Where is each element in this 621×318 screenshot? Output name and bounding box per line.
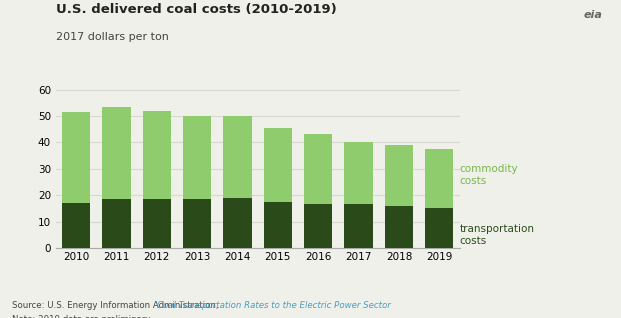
Text: Coal Transportation Rates to the Electric Power Sector: Coal Transportation Rates to the Electri…: [157, 301, 391, 309]
Bar: [102, 199, 130, 248]
Bar: [385, 206, 413, 248]
Bar: [62, 112, 90, 203]
Bar: [345, 204, 373, 248]
Bar: [304, 204, 332, 248]
Text: U.S. delivered coal costs (2010-2019): U.S. delivered coal costs (2010-2019): [56, 3, 337, 16]
Bar: [224, 116, 252, 198]
Bar: [183, 199, 211, 248]
Bar: [143, 199, 171, 248]
Text: eia: eia: [584, 10, 602, 19]
Bar: [183, 116, 211, 199]
Bar: [102, 107, 130, 199]
Bar: [425, 208, 453, 248]
Bar: [304, 135, 332, 204]
Text: 2017 dollars per ton: 2017 dollars per ton: [56, 32, 169, 42]
Bar: [62, 203, 90, 248]
Text: commodity
costs: commodity costs: [460, 163, 518, 186]
Bar: [345, 142, 373, 204]
Text: Note: 2019 data are preliminary.: Note: 2019 data are preliminary.: [12, 315, 152, 318]
Bar: [264, 202, 292, 248]
Bar: [425, 149, 453, 208]
Text: Source: U.S. Energy Information Administration,: Source: U.S. Energy Information Administ…: [12, 301, 222, 309]
Bar: [264, 128, 292, 202]
Bar: [224, 198, 252, 248]
Bar: [385, 145, 413, 206]
Bar: [143, 111, 171, 199]
Text: transportation
costs: transportation costs: [460, 224, 535, 246]
